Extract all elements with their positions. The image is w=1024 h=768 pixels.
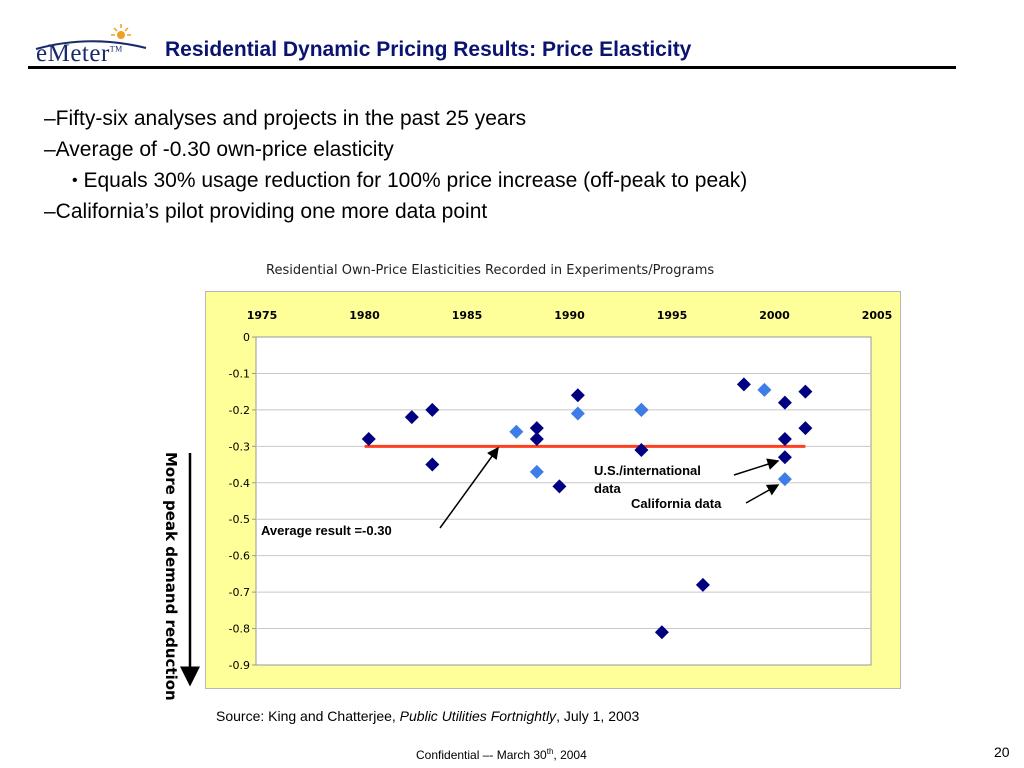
side-label: More peak demand reduction [162, 452, 180, 701]
chart-title: Residential Own-Price Elasticities Recor… [266, 263, 715, 278]
publication-name: Public Utilities Fortnightly [399, 708, 557, 724]
slide-title: Residential Dynamic Pricing Results: Pri… [165, 38, 692, 61]
sub-bullet-text: Equals 30% usage reduction for 100% pric… [83, 169, 748, 192]
sub-bullet-usage-reduction: • Equals 30% usage reduction for 100% pr… [72, 169, 747, 193]
logo-wordmark: eMeterTM [36, 40, 123, 67]
page-number: 20 [994, 744, 1010, 760]
emeter-logo [30, 22, 160, 72]
confidential-footer: Confidential –- March 30th, 2004 [416, 747, 587, 762]
chart-area [205, 291, 901, 689]
logo-swoosh [35, 40, 147, 50]
source-citation: Source: King and Chatterjee, Public Util… [216, 708, 640, 724]
bullet-california: –California’s pilot providing one more d… [44, 200, 488, 223]
bullet-average: –Average of -0.30 own-price elasticity [44, 138, 394, 161]
bullet-analyses: –Fifty-six analyses and projects in the … [44, 107, 527, 130]
sunburst-logo-icon [111, 24, 131, 39]
title-divider [28, 66, 956, 69]
logo-trademark: TM [109, 44, 123, 54]
bullet-dot: • [72, 172, 78, 189]
